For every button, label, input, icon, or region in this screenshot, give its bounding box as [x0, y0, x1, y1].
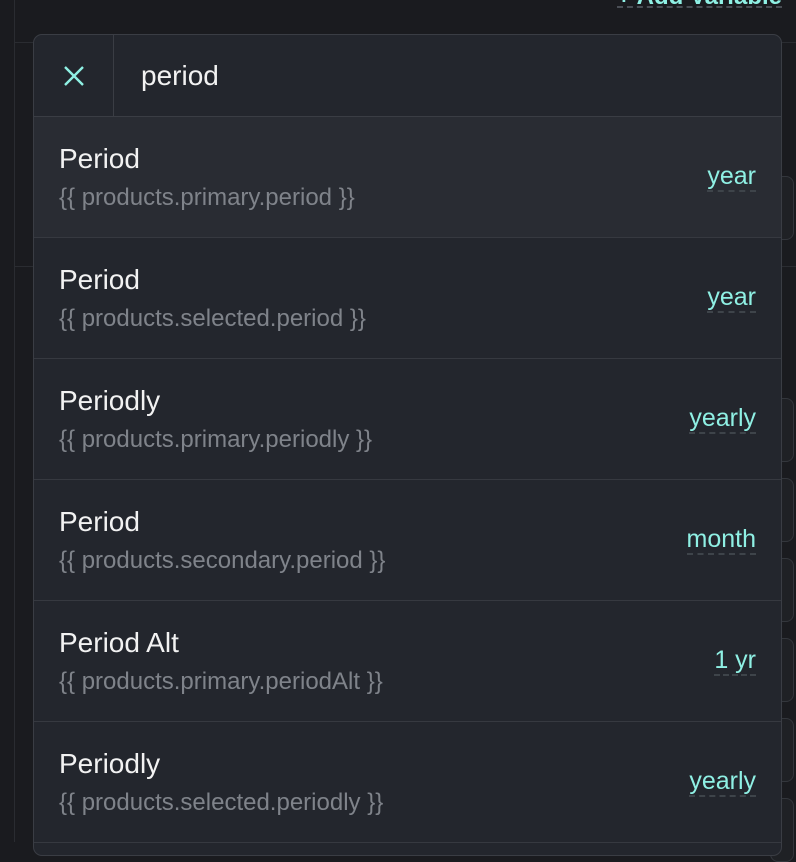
result-item[interactable]: Periodly {{ products.primary.periodly }} y…	[34, 359, 781, 480]
result-value: year	[707, 283, 756, 313]
result-item[interactable]: Periodly {{ products.selected.periodly }}…	[34, 722, 781, 843]
search-header	[34, 35, 781, 117]
result-value: month	[686, 525, 756, 555]
result-item[interactable]: Period {{ products.selected.period }} year	[34, 238, 781, 359]
result-label: Period	[59, 264, 140, 295]
close-button[interactable]	[34, 35, 114, 116]
close-icon	[63, 65, 84, 86]
search-input[interactable]	[139, 58, 781, 93]
result-value: 1 yr	[714, 646, 756, 676]
variable-picker-popover: Period{{ products.primary.period }}yearP…	[33, 34, 782, 856]
result-label: Period Alt	[59, 627, 179, 658]
result-label: Periodly	[59, 748, 161, 779]
result-item[interactable]: Period {{ products.primary.period }} year	[34, 117, 781, 238]
result-label: Period	[59, 506, 140, 537]
result-path: {{ products.primary.period }}	[59, 184, 355, 211]
result-path: {{ products.primary.periodly }}	[59, 426, 373, 453]
add-variable-link[interactable]: + Add Variable	[616, 0, 782, 8]
result-value: yearly	[689, 404, 756, 434]
result-path: {{ products.primary.periodAlt }}	[59, 668, 383, 695]
result-label: Period	[59, 143, 140, 174]
results-list: Period{{ products.primary.period }} year P…	[34, 117, 781, 843]
result-value: yearly	[689, 767, 756, 797]
result-label: Periodly	[59, 385, 161, 416]
result-value: year	[707, 162, 756, 192]
result-item[interactable]: Period {{ products.secondary.period }} mon…	[34, 480, 781, 601]
result-path: {{ products.selected.period }}	[59, 305, 366, 332]
background-divider	[14, 0, 15, 842]
result-path: {{ products.secondary.period }}	[59, 547, 386, 574]
result-path: {{ products.selected.periodly }}	[59, 789, 384, 816]
result-item[interactable]: Period Alt {{ products.primary.periodAlt …	[34, 601, 781, 722]
